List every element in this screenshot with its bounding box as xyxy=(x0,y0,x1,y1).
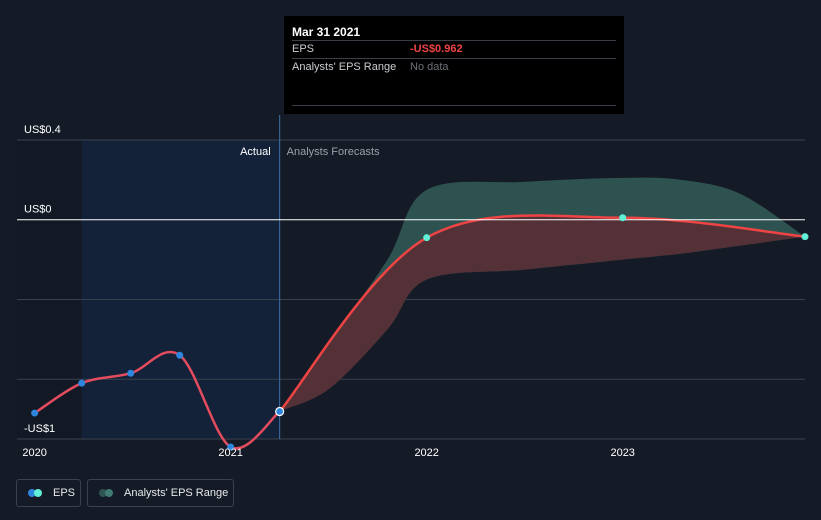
eps-points xyxy=(31,214,809,451)
y-axis-labels: US$0.4 US$0 -US$1 xyxy=(24,124,61,435)
actual-label: Actual xyxy=(240,146,271,158)
eps-actual-point xyxy=(127,369,135,377)
eps-legend-icon xyxy=(28,489,46,497)
eps-actual-point xyxy=(31,409,39,417)
tooltip-eps-value: -US$0.962 xyxy=(410,43,463,55)
x-tick-label: 2022 xyxy=(414,447,438,459)
tooltip-eps-row: EPS -US$0.962 xyxy=(292,40,616,58)
tooltip-range-value: No data xyxy=(410,61,449,73)
eps-forecast-point xyxy=(801,233,809,241)
x-tick-label: 2021 xyxy=(218,447,242,459)
tooltip-range-label: Analysts' EPS Range xyxy=(292,61,397,73)
tooltip-range-row: Analysts' EPS Range No data xyxy=(292,58,616,76)
eps-forecast-point xyxy=(619,214,627,222)
forecast-range-area xyxy=(279,177,806,412)
eps-forecast-line xyxy=(278,214,806,413)
tooltip-divider xyxy=(292,105,616,106)
grid-lines xyxy=(17,139,805,440)
y-tick-label: -US$1 xyxy=(24,423,55,435)
tooltip: Mar 31 2021 EPS -US$0.962 Analysts' EPS … xyxy=(284,16,624,114)
forecast-shadow-area xyxy=(279,215,806,412)
eps-forecast-point xyxy=(423,234,431,242)
eps-actual-point xyxy=(275,406,285,417)
y-tick-label: US$0 xyxy=(24,204,52,216)
x-tick-label: 2023 xyxy=(610,447,634,459)
tooltip-eps-label: EPS xyxy=(292,43,315,55)
actual-band xyxy=(81,140,280,439)
x-axis-labels: 2020 2021 2022 2023 xyxy=(22,447,635,459)
legend-range-toggle[interactable]: Analysts' EPS Range xyxy=(87,479,234,507)
eps-actual-point xyxy=(78,379,86,387)
legend-eps-toggle[interactable]: EPS xyxy=(16,479,81,507)
range-legend-icon xyxy=(99,489,117,497)
y-tick-label: US$0.4 xyxy=(24,124,61,136)
eps-actual-point xyxy=(176,351,184,359)
legend-eps-label: EPS xyxy=(53,487,76,499)
legend-range-label: Analysts' EPS Range xyxy=(124,487,229,499)
forecast-label: Analysts Forecasts xyxy=(287,146,380,158)
tooltip-date: Mar 31 2021 xyxy=(292,25,361,39)
x-tick-label: 2020 xyxy=(22,447,46,459)
eps-actual-point xyxy=(227,443,235,451)
